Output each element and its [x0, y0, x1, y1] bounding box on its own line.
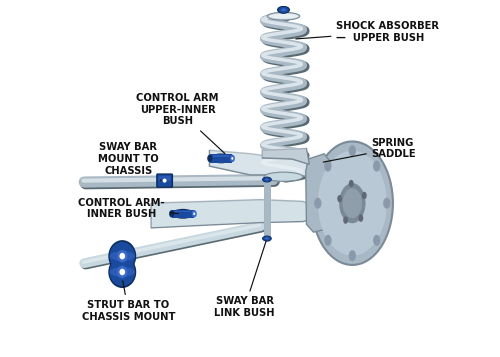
Ellipse shape — [263, 236, 271, 241]
Ellipse shape — [230, 155, 235, 162]
Bar — [175, 211, 191, 212]
Ellipse shape — [192, 210, 197, 217]
Ellipse shape — [318, 151, 387, 256]
Ellipse shape — [162, 178, 166, 183]
Ellipse shape — [264, 172, 303, 181]
Ellipse shape — [383, 198, 390, 209]
Ellipse shape — [120, 253, 125, 260]
Ellipse shape — [268, 12, 300, 20]
FancyBboxPatch shape — [158, 176, 170, 181]
Polygon shape — [210, 149, 310, 176]
Polygon shape — [210, 150, 310, 177]
Polygon shape — [262, 149, 310, 164]
Polygon shape — [262, 147, 308, 164]
Ellipse shape — [339, 183, 365, 223]
Ellipse shape — [108, 240, 136, 272]
Ellipse shape — [373, 161, 380, 172]
FancyBboxPatch shape — [156, 174, 173, 188]
Ellipse shape — [362, 192, 366, 199]
Polygon shape — [151, 200, 317, 228]
Ellipse shape — [282, 9, 286, 11]
Ellipse shape — [110, 242, 135, 270]
FancyBboxPatch shape — [158, 175, 172, 187]
Ellipse shape — [324, 235, 332, 246]
Ellipse shape — [282, 9, 286, 11]
Ellipse shape — [277, 6, 290, 14]
Text: STRUT BAR TO
CHASSIS MOUNT: STRUT BAR TO CHASSIS MOUNT — [82, 281, 175, 322]
Ellipse shape — [314, 198, 322, 209]
Ellipse shape — [207, 155, 212, 162]
Ellipse shape — [348, 250, 356, 261]
Text: CONTROL ARM-
INNER BUSH: CONTROL ARM- INNER BUSH — [78, 198, 178, 219]
Ellipse shape — [262, 177, 272, 182]
Text: SHOCK ABSORBER
—  UPPER BUSH: SHOCK ABSORBER — UPPER BUSH — [296, 21, 440, 43]
Ellipse shape — [193, 212, 196, 215]
Ellipse shape — [110, 267, 135, 277]
Ellipse shape — [337, 195, 342, 202]
Ellipse shape — [263, 177, 271, 182]
Ellipse shape — [349, 180, 354, 187]
Ellipse shape — [210, 154, 233, 164]
Ellipse shape — [117, 266, 128, 278]
Text: SPRING
SADDLE: SPRING SADDLE — [324, 138, 416, 162]
Text: CONTROL ARM
UPPER-INNER
BUSH: CONTROL ARM UPPER-INNER BUSH — [136, 93, 225, 154]
Ellipse shape — [358, 215, 364, 222]
Polygon shape — [151, 198, 317, 227]
Ellipse shape — [172, 209, 194, 219]
Ellipse shape — [108, 256, 136, 288]
Polygon shape — [306, 154, 333, 232]
Ellipse shape — [232, 157, 234, 160]
Ellipse shape — [117, 250, 128, 262]
Ellipse shape — [348, 145, 356, 156]
Ellipse shape — [269, 14, 298, 19]
Bar — [210, 154, 233, 162]
Text: SWAY BAR
MOUNT TO
CHASSIS: SWAY BAR MOUNT TO CHASSIS — [98, 142, 161, 181]
Ellipse shape — [265, 237, 268, 240]
Bar — [213, 155, 229, 157]
Ellipse shape — [278, 7, 288, 13]
Ellipse shape — [343, 216, 348, 224]
Ellipse shape — [342, 188, 362, 218]
Ellipse shape — [324, 161, 332, 172]
Ellipse shape — [265, 178, 268, 181]
Ellipse shape — [120, 269, 125, 275]
Bar — [172, 210, 194, 218]
Text: SWAY BAR
LINK BUSH: SWAY BAR LINK BUSH — [214, 241, 275, 318]
Ellipse shape — [262, 236, 272, 241]
Ellipse shape — [110, 258, 135, 286]
Ellipse shape — [169, 210, 174, 217]
Ellipse shape — [277, 6, 290, 14]
Ellipse shape — [110, 251, 135, 261]
Ellipse shape — [373, 235, 380, 246]
Ellipse shape — [278, 7, 288, 13]
Ellipse shape — [312, 141, 393, 265]
